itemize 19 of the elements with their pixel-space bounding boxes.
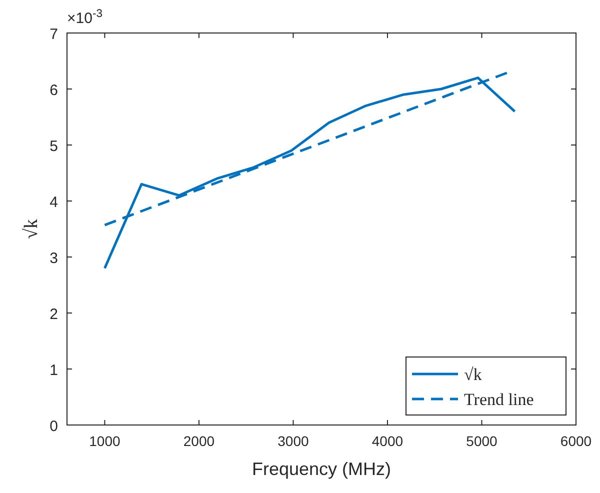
- y-tick-label: 2: [50, 306, 58, 323]
- y-tick-label: 6: [50, 82, 58, 99]
- legend-label: √k: [464, 365, 482, 384]
- x-axis-title: Frequency (MHz): [252, 459, 392, 479]
- y-tick-label: 7: [50, 26, 58, 43]
- y-tick-label: 1: [50, 362, 58, 379]
- x-tick-label: 4000: [372, 433, 404, 449]
- y-tick-label: 0: [50, 418, 58, 435]
- x-tick-label: 5000: [466, 433, 498, 449]
- y-tick-label: 4: [50, 194, 58, 211]
- y-axis-title: √k: [21, 218, 42, 239]
- legend-label: Trend line: [464, 390, 534, 409]
- x-tick-label: 1000: [89, 433, 120, 449]
- text: ×10$^{-3}$: [67, 8, 102, 27]
- y-tick-label: 5: [50, 138, 58, 155]
- x-tick-label: 2000: [183, 433, 215, 449]
- y-tick-label: 3: [50, 250, 58, 267]
- x-tick-label: 3000: [278, 433, 310, 449]
- x-tick-label: 6000: [560, 433, 592, 449]
